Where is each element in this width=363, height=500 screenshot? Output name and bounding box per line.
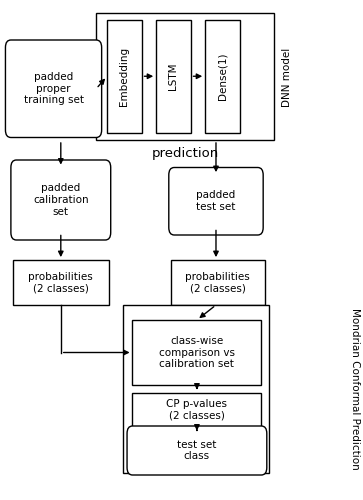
- Text: class-wise
comparison vs
calibration set: class-wise comparison vs calibration set: [159, 336, 235, 369]
- Text: test set
class: test set class: [177, 440, 217, 462]
- Text: Mondrian Conformal Prediction: Mondrian Conformal Prediction: [350, 308, 360, 470]
- FancyBboxPatch shape: [169, 168, 263, 235]
- FancyBboxPatch shape: [156, 20, 191, 132]
- FancyBboxPatch shape: [132, 320, 261, 385]
- FancyBboxPatch shape: [127, 426, 267, 475]
- Text: probabilities
(2 classes): probabilities (2 classes): [28, 272, 93, 293]
- Text: DNN model: DNN model: [282, 48, 292, 107]
- FancyBboxPatch shape: [13, 260, 109, 305]
- FancyBboxPatch shape: [5, 40, 102, 138]
- Text: padded
test set: padded test set: [196, 190, 236, 212]
- Text: CP p-values
(2 classes): CP p-values (2 classes): [166, 399, 228, 421]
- FancyBboxPatch shape: [11, 160, 111, 240]
- Text: Embedding: Embedding: [119, 46, 129, 106]
- Text: Dense(1): Dense(1): [217, 52, 227, 100]
- Text: LSTM: LSTM: [168, 62, 178, 90]
- FancyBboxPatch shape: [171, 260, 265, 305]
- Text: probabilities
(2 classes): probabilities (2 classes): [185, 272, 250, 293]
- Text: padded
proper
training set: padded proper training set: [24, 72, 83, 106]
- FancyBboxPatch shape: [205, 20, 240, 132]
- FancyBboxPatch shape: [107, 20, 142, 132]
- Text: padded
calibration
set: padded calibration set: [33, 184, 89, 216]
- FancyBboxPatch shape: [96, 12, 274, 140]
- FancyBboxPatch shape: [123, 305, 269, 472]
- Text: prediction: prediction: [151, 148, 219, 160]
- FancyBboxPatch shape: [132, 392, 261, 428]
